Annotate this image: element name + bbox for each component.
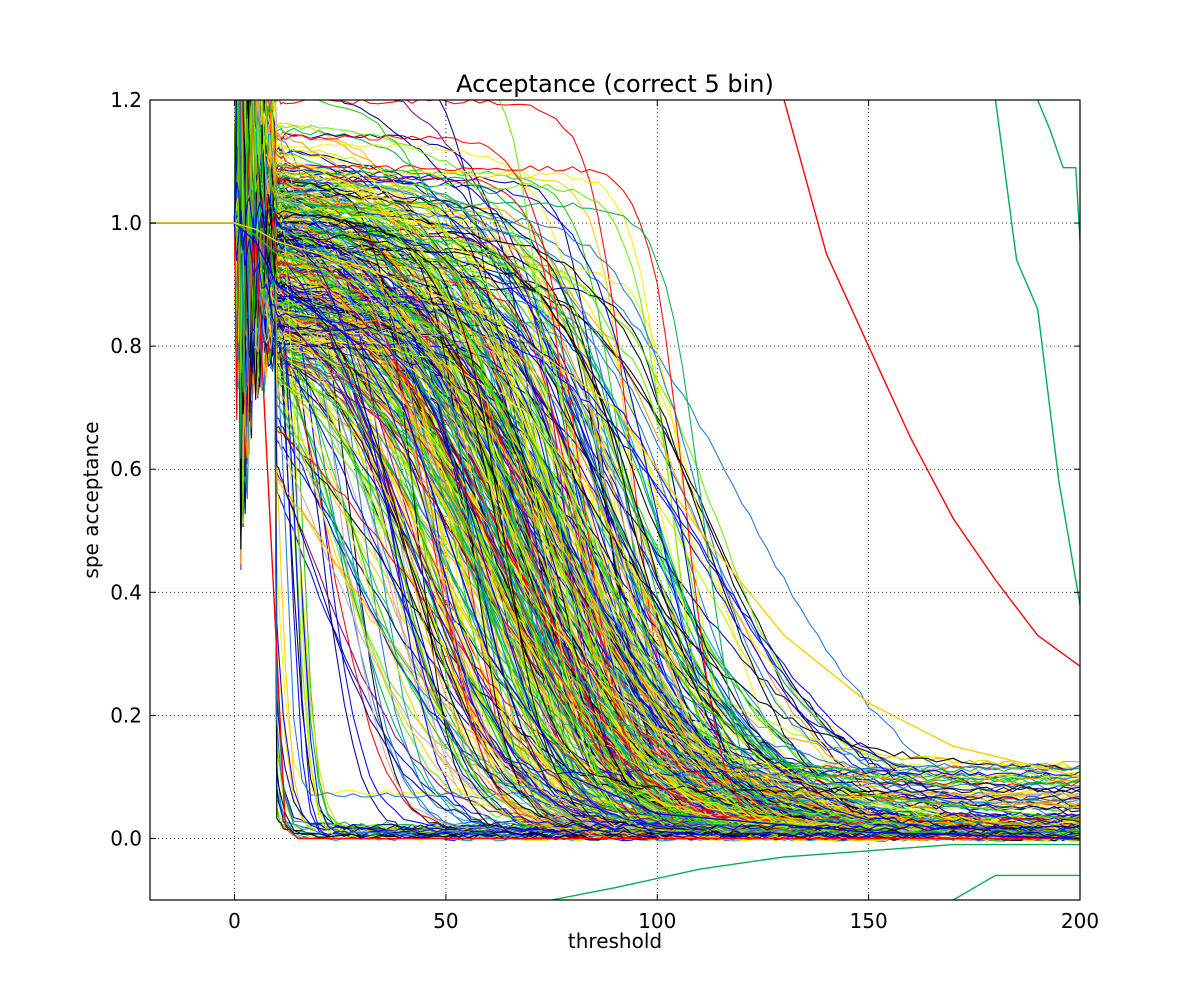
y-axis-label: spe acceptance (79, 421, 103, 578)
axis-ticks: 0 50 100 150 200 0.0 0.2 0.4 0.6 0.8 1.0 1.2 (110, 88, 1099, 933)
x-tick-label: 200 (1061, 909, 1099, 933)
x-tick-label: 100 (638, 909, 676, 933)
y-tick-label: 0.0 (110, 826, 142, 850)
y-tick-label: 0.8 (110, 334, 142, 358)
x-axis-label: threshold (568, 929, 662, 953)
chart-title: Acceptance (correct 5 bin) (456, 70, 774, 98)
y-tick-label: 0.2 (110, 703, 142, 727)
y-tick-label: 0.6 (110, 457, 142, 481)
series-layer (150, 100, 1080, 900)
representative-series-line (994, 100, 1080, 605)
representative-series-line (952, 874, 1080, 900)
x-tick-label: 0 (228, 909, 241, 933)
y-tick-label: 1.0 (110, 211, 142, 235)
representative-series-line (1037, 100, 1080, 242)
x-tick-label: 50 (433, 909, 458, 933)
representative-series-line (150, 222, 1080, 821)
representative-series-line (551, 843, 1080, 900)
y-tick-label: 0.4 (110, 580, 142, 604)
representative-series-line (150, 222, 1080, 840)
plot-frame (149, 99, 1081, 901)
x-tick-label: 150 (850, 909, 888, 933)
y-tick-label: 1.2 (110, 88, 142, 112)
representative-series-line (150, 222, 1080, 778)
representative-series-line (783, 100, 1080, 667)
